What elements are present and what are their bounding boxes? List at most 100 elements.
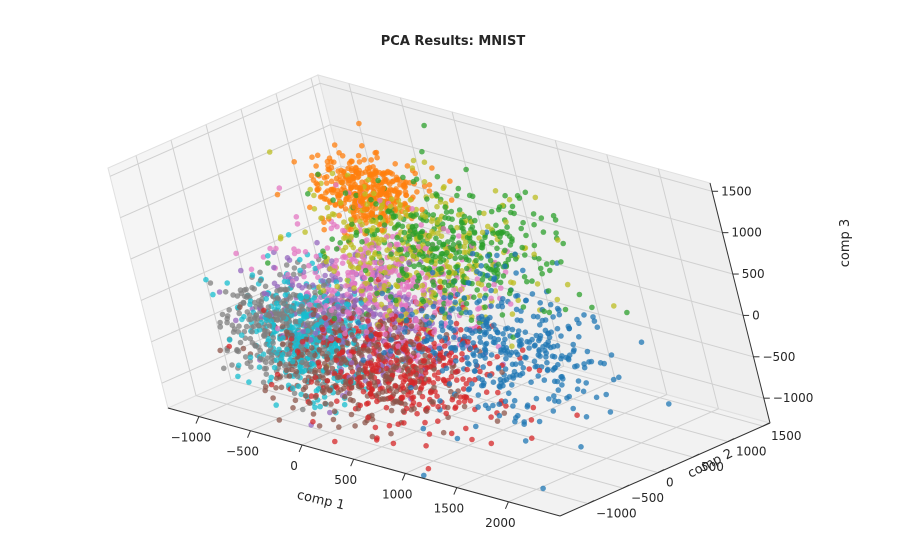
- scatter-point: [452, 300, 458, 306]
- scatter-point: [257, 270, 263, 276]
- scatter-point: [414, 411, 420, 417]
- scatter-point: [350, 398, 356, 404]
- scatter-point: [326, 278, 332, 284]
- scatter-point: [203, 277, 209, 283]
- scatter-point: [611, 377, 617, 383]
- scatter-point: [448, 295, 454, 301]
- scatter-point: [493, 223, 499, 229]
- scatter-point: [459, 357, 465, 363]
- scatter-point: [584, 414, 590, 420]
- scatter-point: [543, 317, 549, 323]
- x-tick-mark: [402, 473, 405, 480]
- scatter-point: [385, 209, 391, 215]
- x-tick-label: −1000: [171, 431, 212, 445]
- scatter-point: [402, 329, 408, 335]
- scatter-point: [350, 280, 356, 286]
- scatter-point: [368, 277, 374, 283]
- scatter-point: [368, 197, 374, 203]
- scatter-point: [423, 246, 429, 252]
- scatter-point: [431, 330, 437, 336]
- scatter-point: [523, 190, 529, 196]
- scatter-point: [556, 387, 562, 393]
- scatter-point: [227, 337, 233, 343]
- scatter-point: [404, 318, 410, 324]
- scatter-point: [263, 296, 269, 302]
- scatter-point: [264, 371, 270, 377]
- scatter-point: [239, 291, 245, 297]
- scatter-point: [374, 365, 380, 371]
- scatter-point: [427, 431, 433, 437]
- scatter-point: [321, 227, 327, 233]
- scatter-point: [324, 384, 330, 390]
- scatter-point: [359, 284, 365, 290]
- scatter-point: [336, 213, 342, 219]
- scatter-point: [343, 245, 349, 251]
- scatter-point: [523, 329, 529, 335]
- scatter-point: [347, 391, 353, 397]
- scatter-point: [271, 265, 277, 271]
- scatter-point: [420, 394, 426, 400]
- scatter-point: [339, 360, 345, 366]
- scatter-point: [357, 159, 363, 165]
- scatter-point: [601, 361, 607, 367]
- scatter-point: [410, 277, 416, 283]
- scatter-point: [277, 272, 283, 278]
- scatter-point: [317, 334, 323, 340]
- scatter-point: [258, 278, 264, 284]
- scatter-point: [611, 303, 617, 309]
- scatter-point: [273, 246, 279, 252]
- scatter-point: [364, 237, 370, 243]
- scatter-point: [278, 234, 284, 240]
- scatter-point: [446, 283, 452, 289]
- scatter-point: [395, 284, 401, 290]
- scatter-point: [437, 300, 443, 306]
- scatter-point: [378, 215, 384, 221]
- scatter-point: [406, 292, 412, 298]
- scatter-point: [348, 227, 354, 233]
- scatter-point: [474, 347, 480, 353]
- scatter-point: [284, 368, 290, 374]
- scatter-point: [477, 329, 483, 335]
- scatter-point: [233, 318, 239, 324]
- scatter-point: [511, 375, 517, 381]
- scatter-point: [592, 318, 598, 324]
- scatter-point: [616, 375, 622, 381]
- scatter-point: [469, 317, 475, 323]
- scatter-point: [362, 420, 368, 426]
- scatter-point: [404, 273, 410, 279]
- scatter-point: [265, 260, 271, 266]
- scatter-point: [315, 182, 321, 188]
- scatter-point: [392, 325, 398, 331]
- scatter-point: [284, 262, 290, 268]
- scatter-point: [441, 377, 447, 383]
- scatter-point: [555, 297, 561, 303]
- z-tick-label: −1000: [773, 391, 814, 405]
- scatter-point: [442, 343, 448, 349]
- scatter-point: [537, 368, 543, 374]
- scatter-point: [529, 337, 535, 343]
- scatter-point: [408, 385, 414, 391]
- scatter-point: [433, 191, 439, 197]
- scatter-point: [364, 329, 370, 335]
- scatter-point: [263, 284, 269, 290]
- scatter-point: [502, 263, 508, 269]
- scatter-point: [496, 262, 502, 268]
- scatter-point: [555, 306, 561, 312]
- scatter-point: [494, 246, 500, 252]
- scatter-point: [446, 315, 452, 321]
- scatter-point: [411, 406, 417, 412]
- scatter-point: [496, 401, 502, 407]
- scatter-point: [342, 331, 348, 337]
- z-tick-label: −500: [762, 350, 795, 364]
- scatter-point: [454, 393, 460, 399]
- scatter-point: [267, 323, 273, 329]
- scatter-point: [349, 412, 355, 418]
- scatter-point: [422, 179, 428, 185]
- scatter-point: [244, 324, 250, 330]
- scatter-point: [545, 368, 551, 374]
- scatter-point: [538, 333, 544, 339]
- scatter-point: [454, 225, 460, 231]
- scatter-point: [577, 292, 583, 298]
- scatter-point: [555, 237, 561, 243]
- scatter-point: [563, 307, 569, 313]
